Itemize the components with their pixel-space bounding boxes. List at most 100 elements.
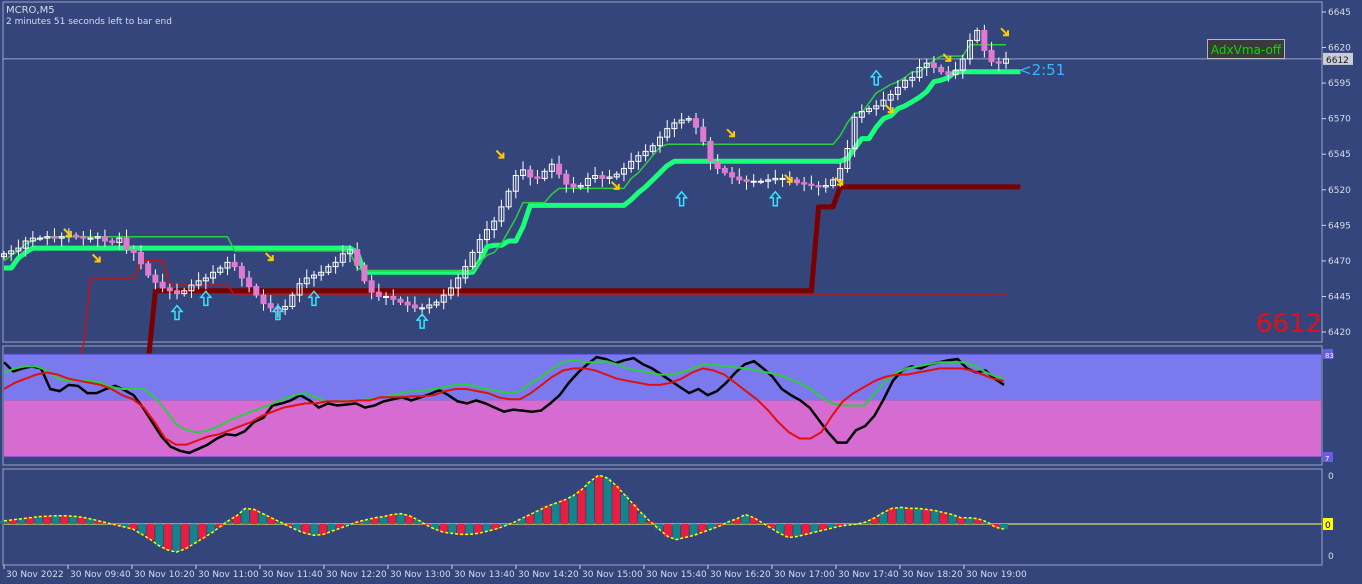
histogram-bar: [224, 520, 232, 524]
candle-body: [325, 266, 332, 273]
candle-body: [685, 118, 692, 121]
histogram-bar: [207, 524, 215, 534]
candle-body: [123, 237, 130, 251]
histogram-bar: [741, 514, 750, 524]
candle-body: [707, 140, 714, 162]
histogram-bar: [836, 524, 845, 527]
histogram-bar: [250, 509, 258, 524]
sell-arrow-icon: [495, 149, 505, 159]
histogram-bar: [819, 524, 827, 531]
candle-body: [556, 163, 563, 175]
histogram-bar: [457, 524, 465, 535]
histogram-bar: [508, 522, 517, 524]
sell-arrow-icon: [784, 174, 793, 183]
candle-body: [101, 236, 108, 242]
histogram-bar: [34, 516, 43, 524]
histogram-bar: [413, 519, 422, 524]
y-tick-label: 6620: [1328, 44, 1351, 54]
candle-body: [822, 185, 829, 188]
histogram-bar: [17, 518, 26, 524]
candle-body: [678, 119, 685, 124]
histogram-bar: [689, 524, 698, 536]
sell-arrow-icon: [611, 181, 620, 190]
candle-body: [757, 180, 764, 183]
candle-body: [527, 169, 534, 178]
buy-arrow-icon: [170, 304, 184, 321]
histogram-pane-border: [2, 468, 1323, 566]
histogram-bar: [491, 524, 500, 530]
candle-body: [51, 236, 58, 239]
candle-body: [894, 86, 901, 95]
candle-body: [253, 286, 260, 296]
candle-body: [916, 66, 923, 78]
histogram-bar: [500, 524, 508, 527]
candle-body: [22, 240, 29, 249]
candle-body: [80, 236, 87, 239]
candle-body: [347, 249, 354, 255]
candle-body: [433, 301, 440, 306]
histogram-bar: [595, 475, 603, 524]
candle-body: [671, 122, 678, 130]
candle-body: [15, 247, 22, 252]
candle-body: [858, 111, 865, 118]
candle-body: [339, 253, 346, 263]
candle-body: [577, 185, 584, 188]
histogram-bar: [758, 522, 767, 524]
histogram-bar: [948, 514, 957, 524]
candle-body: [815, 185, 822, 188]
histogram-bar: [301, 524, 310, 534]
histogram-bar: [51, 515, 60, 524]
dark-red-stop-line: [4, 184, 1021, 365]
candle-body: [649, 145, 656, 152]
buy-arrow-icon: [199, 290, 213, 307]
histogram-bar: [957, 517, 965, 524]
candle-body: [664, 128, 671, 138]
candle-body: [159, 281, 166, 289]
candle-body: [844, 148, 851, 169]
histogram-bar: [198, 524, 207, 539]
oscillator-line-green: [3, 359, 1005, 434]
histogram-bar: [405, 515, 413, 524]
x-tick-label: 30 Nov 15:40: [646, 570, 707, 580]
candle-body: [866, 108, 873, 113]
histogram-bar: [0, 520, 8, 524]
histogram-bar: [319, 524, 327, 535]
big-price-label: 6612: [1256, 309, 1323, 339]
candle-body: [174, 290, 181, 295]
histogram-bar: [767, 524, 776, 529]
candle-body: [779, 177, 786, 180]
buy-arrow-icon: [869, 69, 883, 86]
y-tick-label: 6545: [1328, 150, 1351, 160]
sell-arrow-icon: [726, 128, 736, 138]
histogram-bar: [870, 517, 879, 524]
histogram-bar: [26, 517, 34, 524]
sell-arrow-icon: [63, 228, 72, 237]
histogram-y-label: 0: [1328, 472, 1334, 482]
histogram-bar: [922, 509, 931, 524]
histogram-bar: [707, 524, 715, 530]
histogram-bar: [991, 524, 1000, 528]
y-tick-label: 6495: [1328, 221, 1351, 231]
candle-body: [887, 93, 894, 101]
candle-body: [73, 234, 80, 238]
adxvma-toggle-button[interactable]: AdxVma-off: [1207, 39, 1285, 59]
histogram-bar: [810, 524, 819, 533]
histogram-bar: [698, 524, 707, 533]
candle-body: [109, 240, 116, 243]
candle-body: [397, 298, 404, 303]
histogram-bar: [603, 478, 612, 524]
x-tick-label: 30 Nov 11:00: [198, 570, 259, 580]
histogram-bar: [215, 524, 224, 528]
sell-arrow-icon: [942, 53, 952, 62]
histogram-bar: [362, 519, 370, 524]
histogram-bar: [482, 524, 491, 532]
candle-body: [930, 62, 937, 68]
candle-body: [563, 173, 570, 185]
histogram-bar: [862, 521, 870, 524]
x-tick-label: 30 Nov 2022: [6, 570, 64, 580]
candle-body: [440, 294, 447, 303]
candle-body: [628, 160, 635, 169]
candle-body: [988, 49, 995, 63]
histogram-bar: [448, 524, 457, 534]
